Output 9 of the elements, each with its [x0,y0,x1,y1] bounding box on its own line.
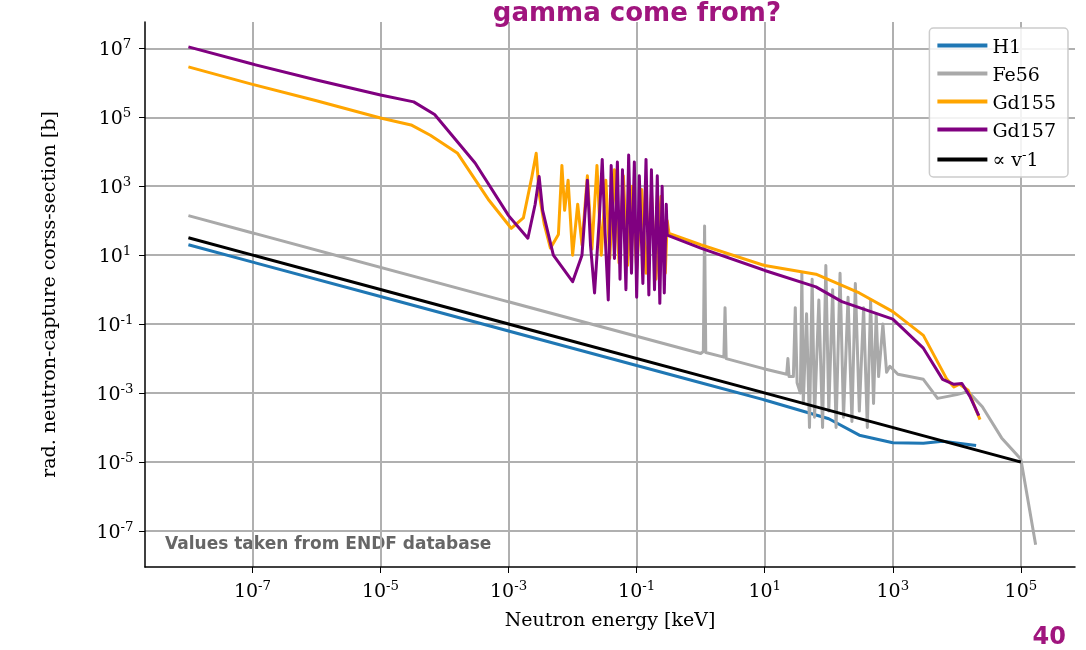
y-axis-title: rad. neutron-capture corss-section [b] [36,111,59,478]
legend-label: Fe56 [992,62,1040,85]
x-axis-title: Neutron energy [keV] [504,607,716,630]
legend-label: Gd155 [992,90,1056,113]
chart-title: gamma come from? [492,0,782,27]
legend-label: H1 [992,34,1022,57]
legend-label: Gd157 [992,118,1056,141]
text: 40 [1032,622,1067,650]
legend-label: ∝ v-1 [992,147,1039,171]
